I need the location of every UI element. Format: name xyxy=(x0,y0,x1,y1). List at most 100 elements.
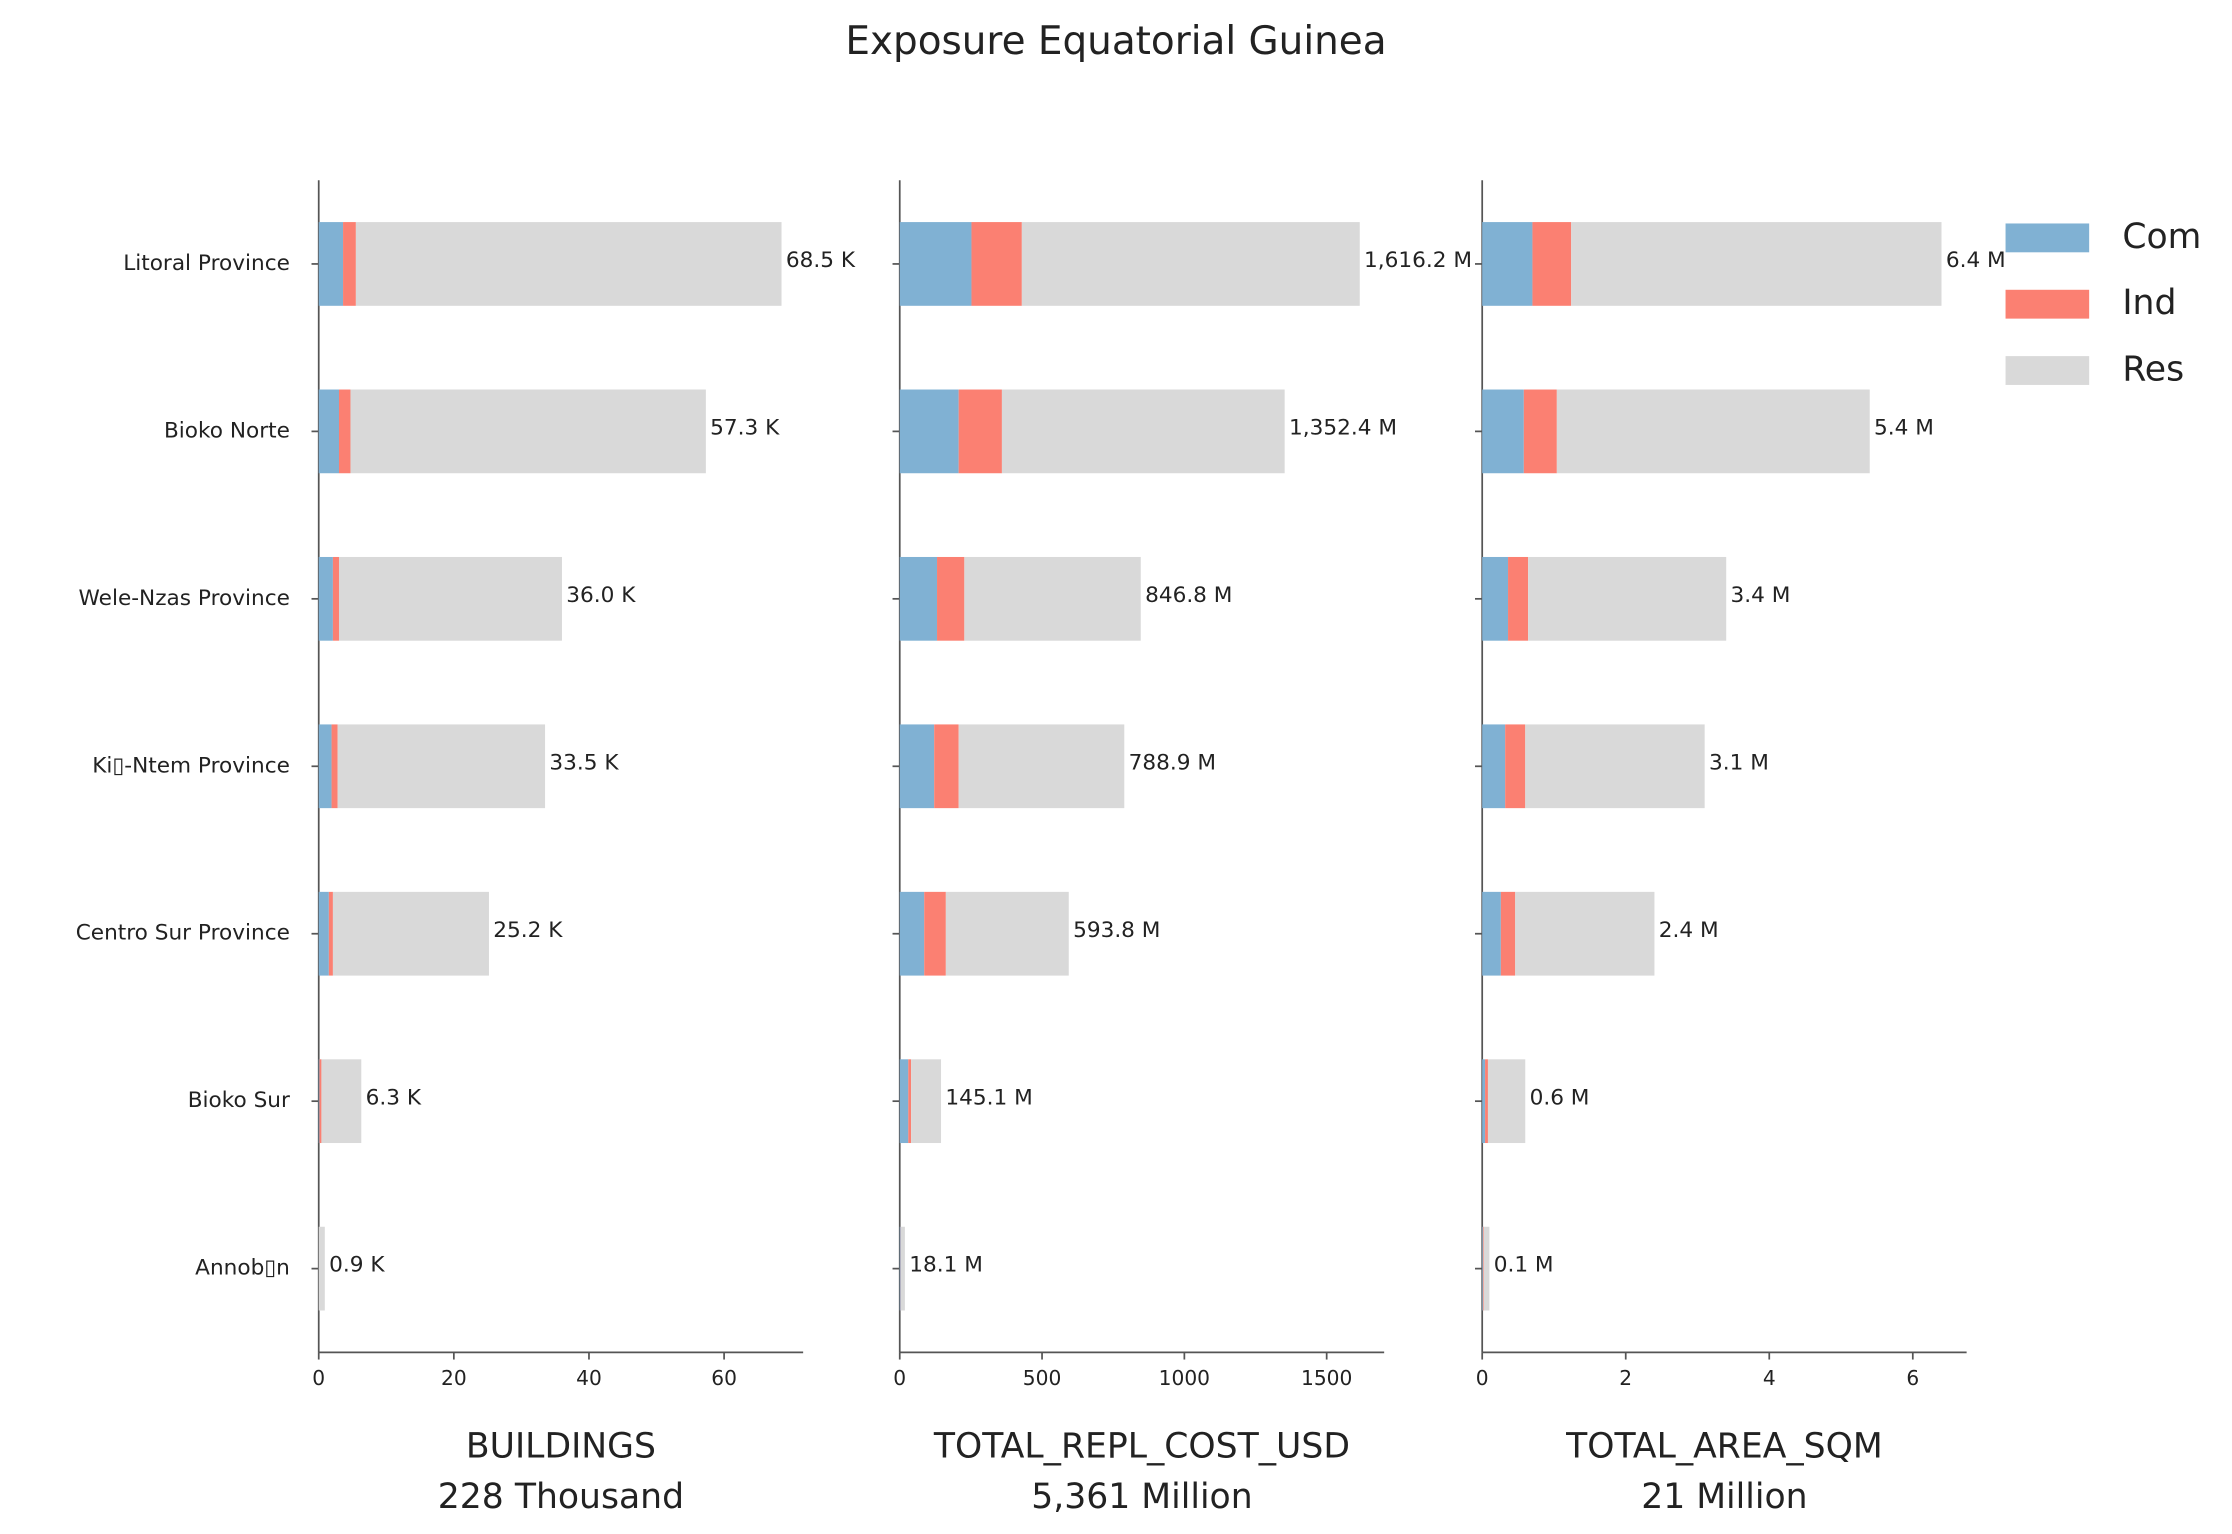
y-tick-label: Bioko Norte xyxy=(164,418,290,443)
bar-segment xyxy=(328,891,333,976)
bar-segment xyxy=(899,389,959,474)
legend-swatch xyxy=(2005,356,2090,385)
x-tick-label: 1500 xyxy=(1301,1366,1352,1390)
bar-segment xyxy=(899,222,972,306)
bar-segment xyxy=(318,222,344,306)
bar-segment xyxy=(1021,222,1360,306)
bar-segment xyxy=(958,389,1002,474)
bar-segment xyxy=(332,556,339,641)
bar-segment xyxy=(924,891,946,976)
total-label: 3.1 M xyxy=(1709,750,1769,775)
bar-segment xyxy=(1482,724,1506,809)
bar-segment xyxy=(1508,556,1529,641)
bar-segment xyxy=(934,724,959,809)
total-label: 36.0 K xyxy=(566,583,636,608)
x-axis-label: TOTAL_AREA_SQM xyxy=(1565,1426,1883,1466)
x-tick-label: 60 xyxy=(711,1366,737,1390)
total-label: 0.9 K xyxy=(329,1253,385,1278)
bar-segment xyxy=(319,1059,322,1144)
bar-segment xyxy=(1485,1059,1488,1144)
bar-segment xyxy=(318,556,333,641)
legend-label: Com xyxy=(2122,217,2201,257)
x-axis-label: BUILDINGS xyxy=(466,1426,656,1466)
bar-segment xyxy=(338,556,562,641)
bar-segment xyxy=(1500,891,1516,976)
bar-segment xyxy=(1525,724,1705,809)
bar-segment xyxy=(1482,1059,1486,1144)
bar-segment xyxy=(1515,891,1655,976)
x-tick-label: 4 xyxy=(1763,1366,1776,1390)
bar-segment xyxy=(1556,389,1870,474)
bar-segment xyxy=(318,724,332,809)
bar-segment xyxy=(1483,1226,1490,1311)
total-label: 1,352.4 M xyxy=(1289,416,1397,441)
y-tick-label: Bioko Sur xyxy=(188,1088,290,1113)
x-axis-subtitle: 21 Million xyxy=(1641,1477,1807,1517)
total-label: 0.6 M xyxy=(1530,1085,1590,1110)
bar-segment xyxy=(355,222,782,306)
bar-segment xyxy=(332,891,489,976)
x-tick-label: 2 xyxy=(1619,1366,1632,1390)
bar-segment xyxy=(350,389,706,474)
x-tick-label: 1000 xyxy=(1159,1366,1210,1390)
total-label: 25.2 K xyxy=(493,918,563,943)
figure-title: Exposure Equatorial Guinea xyxy=(845,19,1386,64)
bar-segment xyxy=(318,1226,325,1311)
bar-segment xyxy=(1482,556,1509,641)
x-axis-label: TOTAL_REPL_COST_USD xyxy=(933,1426,1350,1466)
bar-segment xyxy=(1532,222,1572,306)
x-tick-label: 6 xyxy=(1906,1366,1919,1390)
y-tick-label: Wele-Nzas Province xyxy=(79,586,290,611)
y-tick-label: Annob▯n xyxy=(195,1256,290,1281)
total-label: 145.1 M xyxy=(945,1085,1032,1110)
bar-segment xyxy=(945,891,1069,976)
bar-segment xyxy=(321,1059,362,1144)
total-label: 788.9 M xyxy=(1129,750,1216,775)
x-tick-label: 20 xyxy=(441,1366,467,1390)
total-label: 3.4 M xyxy=(1731,583,1791,608)
bar-segment xyxy=(899,1226,901,1311)
bar-segment xyxy=(899,1059,909,1144)
legend-swatch xyxy=(2005,289,2090,319)
x-tick-label: 0 xyxy=(893,1366,906,1390)
legend-label: Res xyxy=(2122,350,2184,390)
x-tick-label: 500 xyxy=(1023,1366,1062,1390)
x-axis-subtitle: 5,361 Million xyxy=(1031,1477,1252,1517)
total-label: 0.1 M xyxy=(1494,1253,1554,1278)
bar-segment xyxy=(958,724,1125,809)
x-tick-label: 0 xyxy=(1476,1366,1489,1390)
bar-segment xyxy=(908,1059,912,1144)
bar-segment xyxy=(899,724,935,809)
bar-segment xyxy=(1505,724,1526,809)
total-label: 2.4 M xyxy=(1659,918,1719,943)
bar-segment xyxy=(1523,389,1557,474)
bar-segment xyxy=(899,556,938,641)
legend-label: Ind xyxy=(2122,283,2176,323)
bar-segment xyxy=(911,1059,942,1144)
bar-segment xyxy=(1528,556,1727,641)
bar-segment xyxy=(971,222,1022,306)
bar-segment xyxy=(900,1226,905,1311)
bar-segment xyxy=(1487,1059,1526,1144)
total-label: 68.5 K xyxy=(786,248,856,273)
bar-segment xyxy=(1482,1226,1483,1311)
y-tick-label: Ki▯-Ntem Province xyxy=(92,753,290,778)
y-tick-label: Centro Sur Province xyxy=(76,921,290,946)
bar-segment xyxy=(1482,389,1524,474)
bar-segment xyxy=(337,724,546,809)
bar-segment xyxy=(964,556,1141,641)
bar-segment xyxy=(899,891,925,976)
bar-segment xyxy=(318,1059,320,1144)
total-label: 1,616.2 M xyxy=(1364,248,1472,273)
bar-segment xyxy=(1482,1226,1484,1311)
bar-segment xyxy=(1482,222,1533,306)
total-label: 6.4 M xyxy=(1946,248,2006,273)
legend-swatch xyxy=(2005,223,2090,253)
total-label: 846.8 M xyxy=(1145,583,1232,608)
bar-segment xyxy=(937,556,965,641)
total-label: 5.4 M xyxy=(1874,416,1934,441)
x-axis-subtitle: 228 Thousand xyxy=(438,1477,684,1517)
bar-segment xyxy=(338,389,351,474)
total-label: 33.5 K xyxy=(549,750,619,775)
